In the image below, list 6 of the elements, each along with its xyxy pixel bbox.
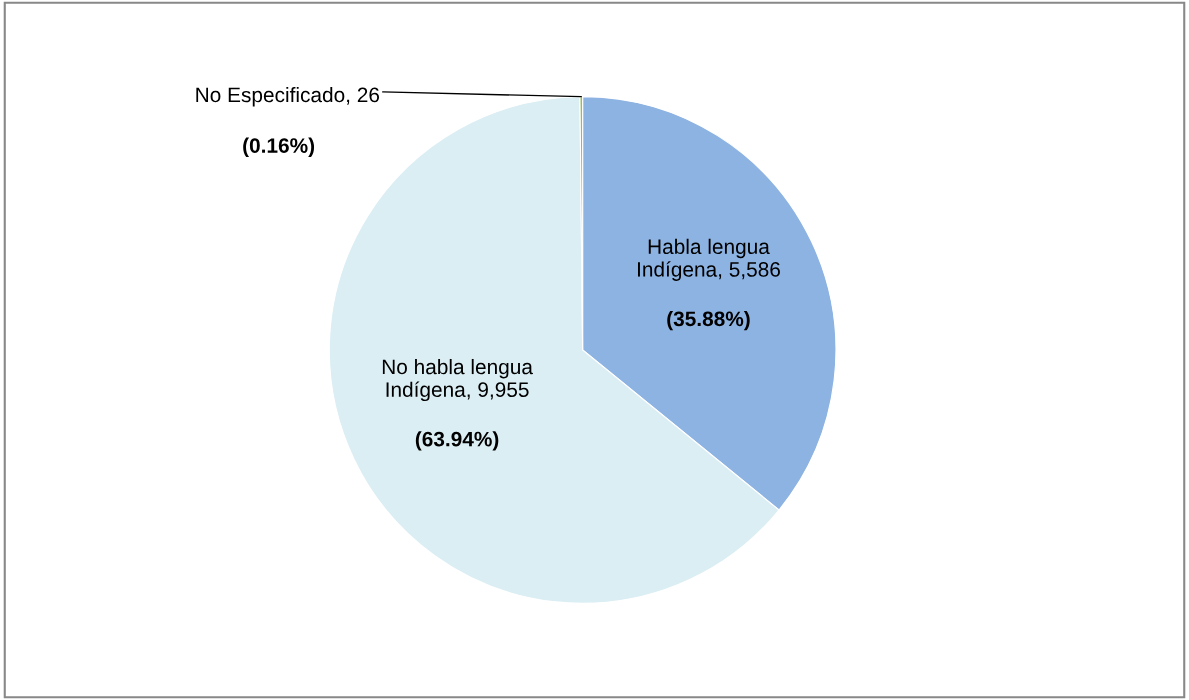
slice-label: No habla lengua Indígena, 9,955 [382,358,533,402]
text: (63.94%) [415,431,499,451]
slice-label: Habla lengua Indígena, 5,586 [637,238,780,281]
text: (35.88%) [667,310,750,331]
slice-label: No Especificado, 26 [196,86,380,107]
text: (0.16%) [243,137,315,158]
